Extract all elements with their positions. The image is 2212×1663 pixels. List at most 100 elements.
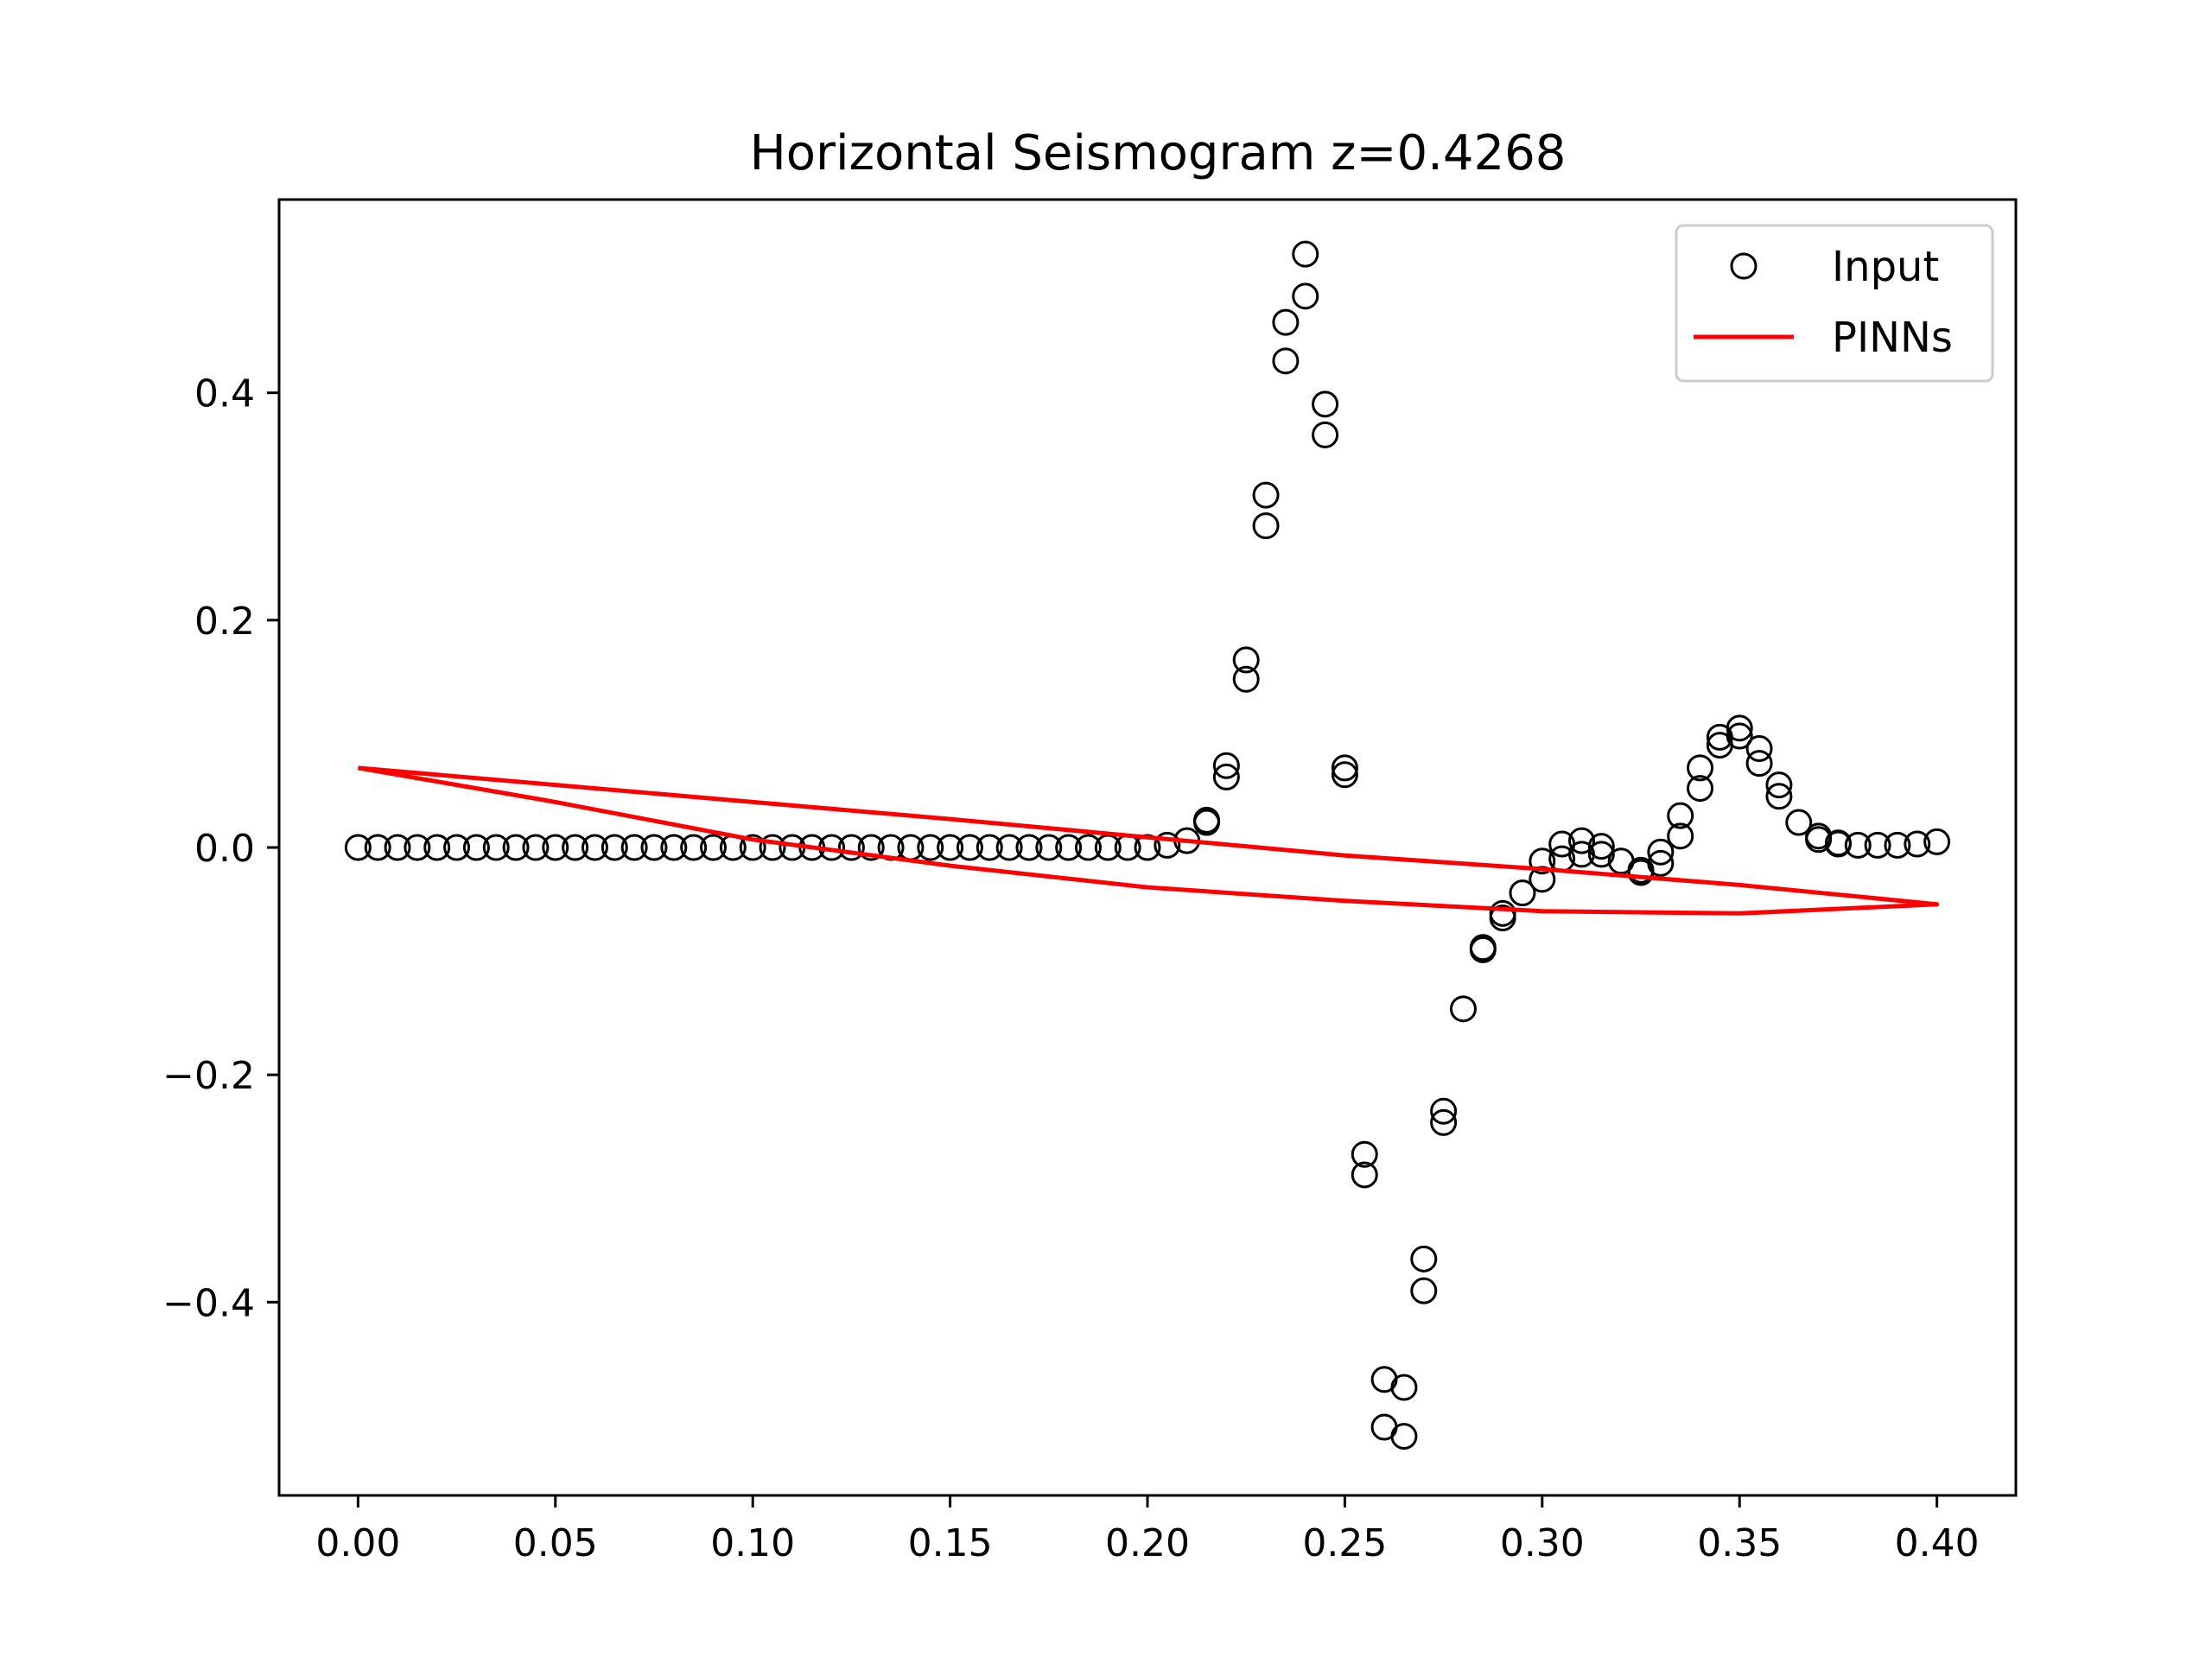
input-point [917,834,944,861]
input-point [1587,841,1615,868]
input-point [1232,646,1260,674]
x-tick-label: 0.35 [1697,1521,1782,1565]
input-point [344,834,372,861]
input-point [1331,754,1358,782]
input-point [1232,665,1260,693]
input-point [404,834,431,861]
input-point [1292,282,1319,310]
y-tick-label: −0.4 [162,1281,255,1325]
input-point [1410,1277,1438,1304]
x-tick-label: 0.05 [513,1521,598,1565]
input-point [542,834,569,861]
input-point [1529,847,1556,875]
input-point [1647,849,1675,877]
input-point [660,834,688,861]
input-point [1765,783,1793,810]
y-tick-label: 0.0 [194,827,255,871]
input-point [1212,752,1240,779]
x-tick-label: 0.20 [1105,1521,1190,1565]
legend-input-label: Input [1832,243,1939,291]
input-point [581,834,608,861]
input-point [620,834,648,861]
y-tick-label: −0.2 [162,1054,255,1098]
input-point [1390,1423,1418,1450]
input-point [562,834,589,861]
input-point [857,834,885,861]
input-point [1331,761,1358,789]
input-point [837,834,865,861]
pinns-line [357,765,1940,916]
input-point [1154,831,1181,859]
legend-pinns-label: PINNs [1832,314,1953,362]
input-point [680,834,708,861]
input-point [1509,879,1536,907]
input-point [502,834,530,861]
input-point [1312,390,1339,418]
x-tick-label: 0.10 [710,1521,795,1565]
input-point [1587,833,1615,860]
input-point [1015,834,1043,861]
input-point [384,834,411,861]
x-tick-label: 0.15 [908,1521,993,1565]
input-point [956,834,983,861]
input-point [1844,831,1872,859]
input-point [1785,809,1813,836]
input-point [1824,830,1852,858]
input-point [522,834,550,861]
y-tick-label: 0.2 [194,600,255,644]
x-tick-label: 0.25 [1302,1521,1387,1565]
input-point [1489,904,1516,932]
input-point [1212,763,1240,790]
plot-frame [277,198,2018,1497]
input-point [1390,1374,1418,1401]
input-point [1667,822,1694,850]
input-point [1904,830,1931,858]
input-point [1687,754,1714,782]
input-point [1864,831,1891,859]
y-tick-label: 0.4 [194,372,255,416]
input-point [1272,347,1300,375]
input-point [1252,512,1280,540]
input-point [1884,831,1911,859]
input-point [1805,826,1833,854]
input-point [1923,828,1951,855]
input-point [1430,1097,1458,1125]
input-point [1252,481,1280,509]
input-point [1430,1108,1458,1136]
input-point [640,834,668,861]
input-point [1667,802,1694,829]
input-point [364,834,391,861]
input-point [1568,827,1595,854]
input-point [995,834,1023,861]
input-point [1292,240,1319,268]
input-point [462,834,490,861]
input-point [1193,809,1221,836]
input-point [1765,771,1793,799]
input-point [1074,834,1102,861]
input-point [1745,735,1773,763]
input-point [1312,421,1339,448]
input-point [1647,838,1675,866]
plot-content [344,240,1951,1450]
input-point [976,834,1003,861]
input-point [443,834,471,861]
input-point [739,834,766,861]
input-point [1449,995,1477,1023]
input-point [1469,936,1497,963]
input-point [1726,722,1753,750]
x-tick-label: 0.40 [1895,1521,1980,1565]
y-axis: −0.4 −0.2 0.0 0.2 0.4 [162,372,279,1325]
input-point [1272,308,1300,336]
input-point [423,834,451,861]
input-point [1351,1161,1378,1189]
input-point [601,834,628,861]
input-point [759,834,786,861]
input-point [482,834,510,861]
input-point [937,834,964,861]
x-tick-label: 0.30 [1500,1521,1585,1565]
chart-title: Horizontal Seismogram z=0.4268 [750,125,1567,181]
x-tick-label: 0.00 [315,1521,400,1565]
input-point [700,834,727,861]
